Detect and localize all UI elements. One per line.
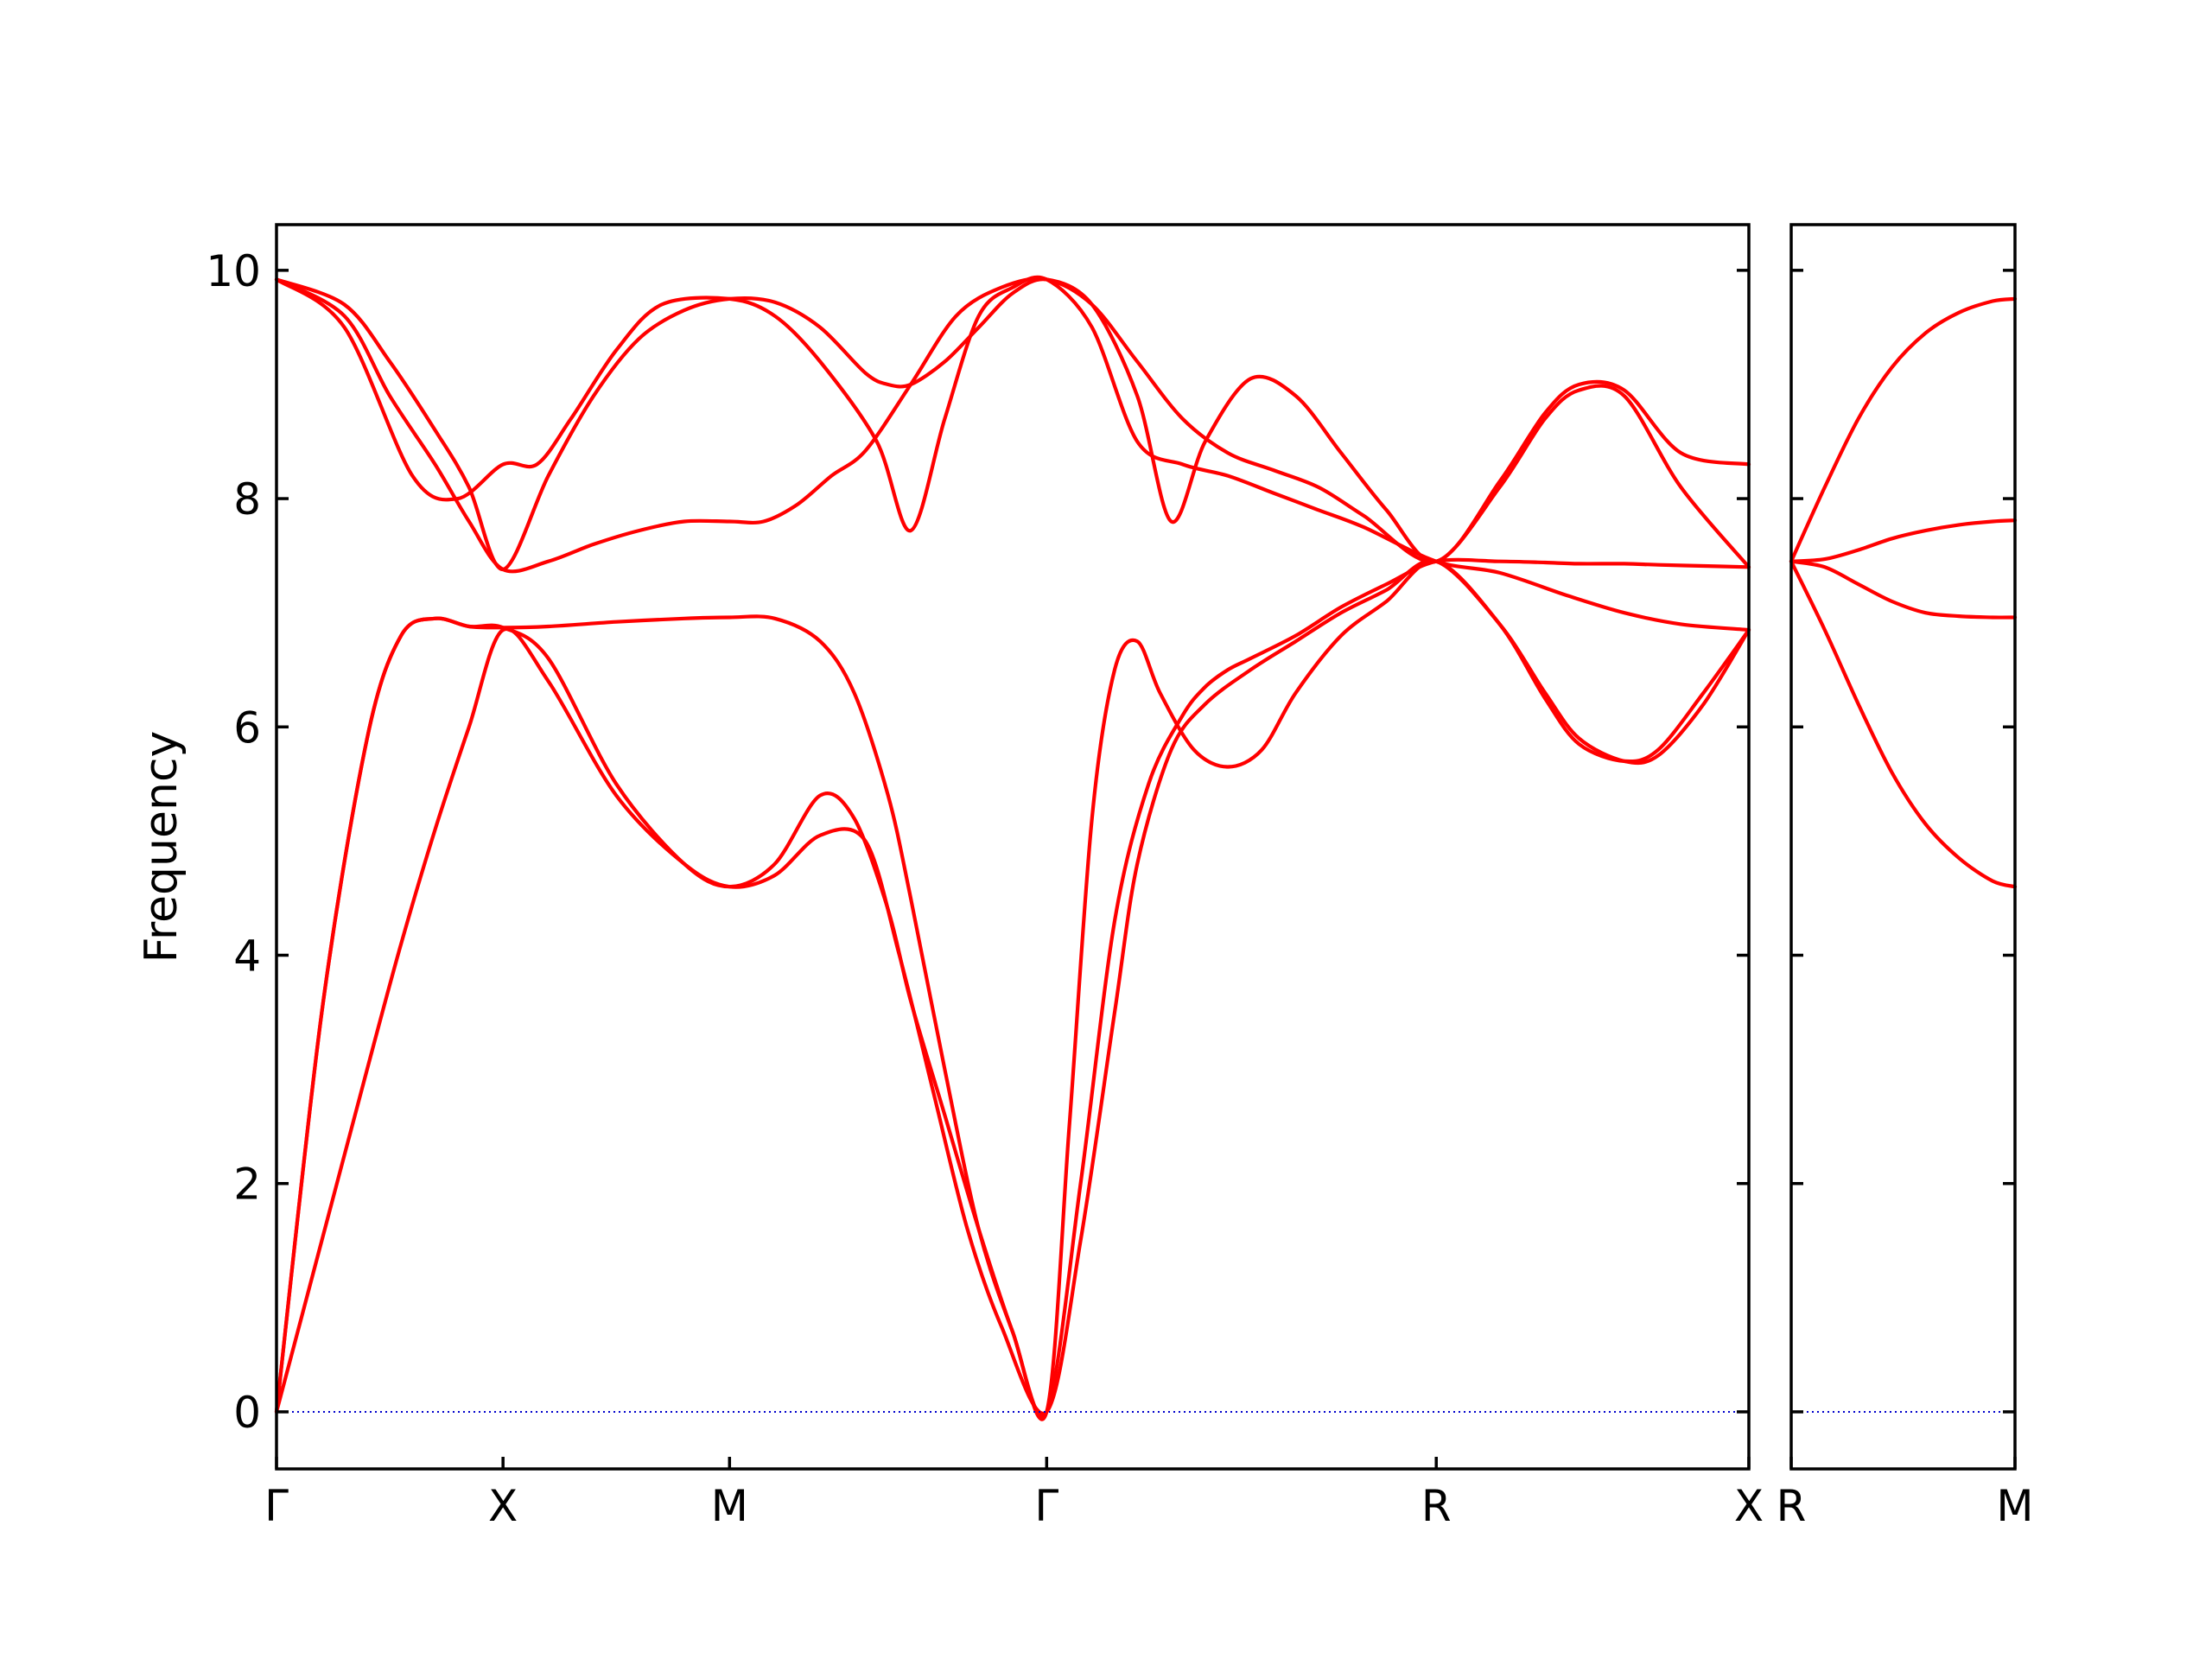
side-band-4 xyxy=(1789,296,2018,563)
main-x-tick-label-3: M xyxy=(711,1481,748,1531)
y-tick-label-1: 0 xyxy=(233,1388,261,1438)
main-plot-frame xyxy=(275,223,1751,1471)
side-band-3 xyxy=(1789,518,2018,563)
side-band-1 xyxy=(1789,559,2018,889)
main-band-6 xyxy=(274,276,1751,574)
y-tick-label-5: 8 xyxy=(233,474,261,524)
main-band-2 xyxy=(274,559,1751,1421)
main-x-tick-label-4: Γ xyxy=(1034,1481,1058,1531)
side-bands xyxy=(1789,296,2018,889)
side-band-2 xyxy=(1789,559,2018,620)
y-axis-label: Frequency xyxy=(136,731,188,963)
main-band-3 xyxy=(274,557,1751,1419)
y-tick-label-6: 10 xyxy=(206,246,261,296)
main-x-tick-label-1: Γ xyxy=(264,1481,289,1531)
main-x-tick-label-5: R xyxy=(1421,1481,1452,1531)
main-band-5 xyxy=(274,277,1751,572)
side-plot-frame xyxy=(1789,223,2017,1471)
side-x-tick-label-1: R xyxy=(1777,1481,1807,1531)
main-x-tick-label-6: X xyxy=(1734,1481,1764,1531)
main-band-4 xyxy=(274,275,1751,632)
y-tick-label-3: 4 xyxy=(233,931,261,982)
y-tick-label-2: 2 xyxy=(233,1160,261,1210)
y-tick-labels: 0 2 4 6 8 10 xyxy=(206,246,261,1438)
y-tick-label-4: 6 xyxy=(233,702,261,753)
main-bands xyxy=(274,275,1751,1421)
side-x-tick-label-2: M xyxy=(1996,1481,2033,1531)
main-band-1 xyxy=(274,558,1751,1416)
main-x-tick-label-2: X xyxy=(488,1481,518,1531)
